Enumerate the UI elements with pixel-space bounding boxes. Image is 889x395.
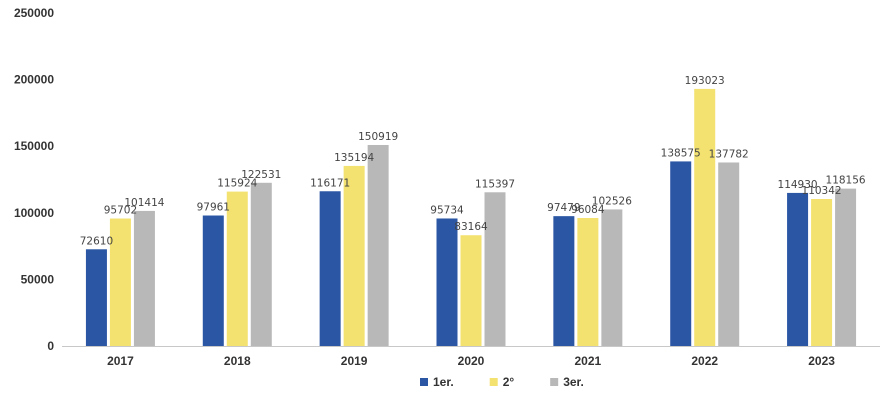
bar-1-2022	[670, 161, 692, 346]
data-label: 115397	[475, 178, 515, 190]
x-tick-label: 2019	[341, 354, 368, 368]
data-label: 97479	[547, 202, 580, 214]
data-label: 116171	[310, 177, 350, 189]
data-label: 135194	[334, 152, 374, 164]
bar-3-2022	[718, 162, 740, 346]
bar-3-2020	[484, 192, 506, 346]
bar-3-2023	[835, 188, 857, 346]
x-tick-label: 2021	[575, 354, 602, 368]
bar-1-2018	[202, 215, 224, 346]
data-label: 122531	[241, 169, 281, 181]
data-label: 95702	[104, 205, 137, 217]
x-axis: 2017 2018 2019 2020 2021 2022 2023	[62, 346, 880, 368]
bar-1-2021	[553, 216, 575, 346]
data-label: 97961	[197, 202, 230, 214]
bar-2-2019	[343, 165, 365, 346]
bar-1-2023	[787, 192, 809, 346]
bar-2-2022	[694, 88, 716, 346]
bar-1-2019	[319, 191, 341, 346]
legend-label-2: 2°	[503, 375, 515, 389]
data-label: 118156	[826, 175, 866, 187]
bar-3-2021	[601, 209, 623, 346]
y-tick-label: 100000	[14, 206, 54, 220]
y-tick-label: 50000	[21, 272, 55, 286]
data-label: 193023	[685, 75, 725, 87]
data-label: 114930	[778, 179, 818, 191]
data-label: 101414	[124, 197, 164, 209]
legend-swatch-3	[550, 378, 559, 386]
bar-2-2017	[109, 218, 131, 346]
bar-2-2021	[577, 218, 599, 346]
bars-group	[85, 88, 857, 346]
data-label: 150919	[358, 131, 398, 143]
legend-swatch-1	[420, 378, 428, 386]
data-label: 138575	[661, 147, 701, 159]
data-label: 110342	[802, 185, 842, 197]
legend-swatch-2	[489, 378, 498, 386]
legend: 1er. 2° 3er.	[420, 375, 584, 389]
data-label: 115924	[217, 178, 257, 190]
bar-2-2023	[811, 199, 833, 346]
y-tick-label: 150000	[14, 139, 54, 153]
y-tick-label: 0	[47, 339, 54, 353]
data-label: 72610	[80, 235, 113, 247]
bar-2-2020	[460, 235, 482, 346]
data-label: 95734	[430, 204, 464, 216]
bar-3-2017	[133, 210, 155, 346]
legend-label-1: 1er.	[433, 375, 454, 389]
y-axis: 0 50000 100000 150000 200000 250000	[14, 6, 54, 353]
bar-3-2018	[250, 182, 272, 346]
x-tick-label: 2018	[224, 354, 251, 368]
bar-3-2019	[367, 144, 389, 346]
y-tick-label: 200000	[14, 73, 54, 87]
data-label: 96084	[571, 204, 605, 216]
data-label: 102526	[592, 195, 632, 207]
data-label: 83164	[454, 221, 488, 233]
bar-1-2020	[436, 218, 458, 346]
x-tick-label: 2020	[458, 354, 485, 368]
data-label: 137782	[709, 148, 749, 160]
legend-label-3: 3er.	[563, 375, 584, 389]
x-tick-label: 2023	[808, 354, 835, 368]
bar-2-2018	[226, 191, 248, 346]
bar-1-2017	[85, 249, 107, 346]
y-tick-label: 250000	[14, 6, 54, 20]
x-tick-label: 2022	[691, 354, 718, 368]
x-tick-label: 2017	[107, 354, 134, 368]
